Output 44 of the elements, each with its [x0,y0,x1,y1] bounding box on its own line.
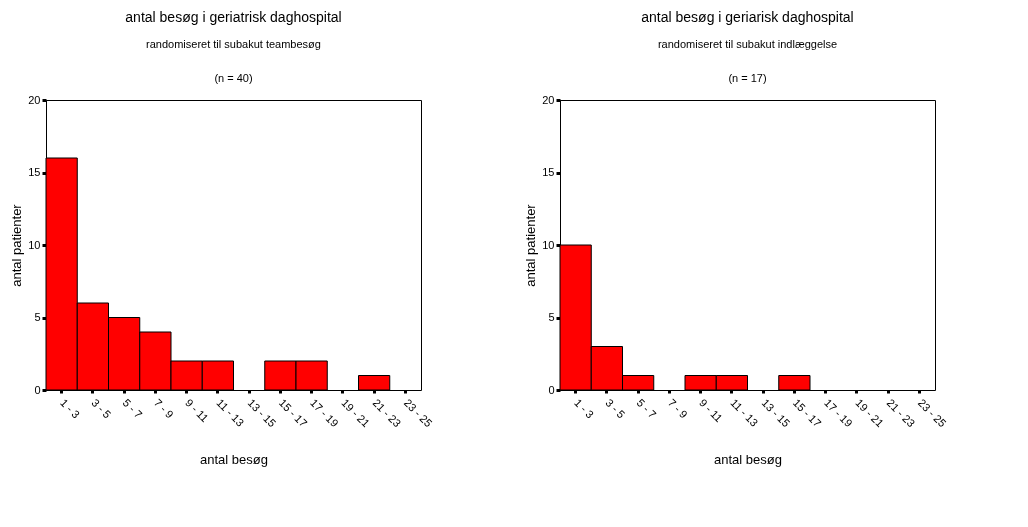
y-tick-label: 15 [28,166,41,178]
x-tick-label: 1 - 3 [572,396,597,421]
x-axis-title: antal besøg [714,452,782,468]
y-tick-label: 20 [542,93,555,106]
x-tick-label: 13 - 15 [759,396,793,430]
y-tick-label: 5 [34,311,41,323]
x-tick-label: 3 - 5 [603,396,628,421]
y-tick-label: 15 [542,166,555,178]
x-tick-label: 7 - 9 [151,396,176,421]
x-tick-label: 3 - 5 [89,396,114,421]
x-tick-label: 5 - 7 [634,396,659,421]
chart-title: antal besøg i geriarisk daghospital [641,9,854,25]
y-axis-title: antal patienter [523,203,539,287]
chart-subtitle: randomiseret til subakut indlæggelse [657,38,838,50]
x-tick-label: 15 - 17 [276,396,310,430]
text: (n = 17) [728,72,767,84]
y-tick-label: 10 [28,238,41,251]
y-tick-label: 5 [548,311,555,323]
x-tick-label: 17 - 19 [308,396,341,430]
x-tick-label: 17 - 19 [822,396,855,430]
x-tick-label: 11 - 13 [728,396,761,429]
y-tick-label: 0 [34,383,41,396]
x-tick-label: 5 - 7 [120,396,145,421]
x-tick-label: 9 - 11 [697,396,725,425]
x-tick-label: 19 - 21 [853,396,887,430]
x-tick-label: 15 - 17 [790,396,824,430]
y-tick-label: 20 [28,93,41,106]
x-tick-label: 13 - 15 [245,396,279,430]
x-tick-label: 11 - 13 [214,396,247,429]
x-tick-label: 21 - 23 [884,396,918,430]
x-tick-label: 23 - 25 [401,396,435,430]
y-axis-title: antal patienter [9,203,25,287]
chart-subtitle: randomiseret til subakut teambesøg [146,38,321,50]
x-tick-label: 19 - 21 [339,396,373,430]
x-tick-label: 21 - 23 [370,396,404,430]
x-tick-label: 23 - 25 [915,396,949,430]
x-tick-label: 7 - 9 [665,396,690,421]
x-tick-label: 1 - 3 [58,396,83,421]
x-axis-title: antal besøg [200,452,268,468]
x-tick-label: 9 - 11 [183,396,211,425]
chart-title: antal besøg i geriatrisk daghospital [125,9,342,25]
text: (n = 40) [214,72,253,84]
y-tick-label: 0 [548,383,555,396]
y-tick-label: 10 [542,238,555,251]
